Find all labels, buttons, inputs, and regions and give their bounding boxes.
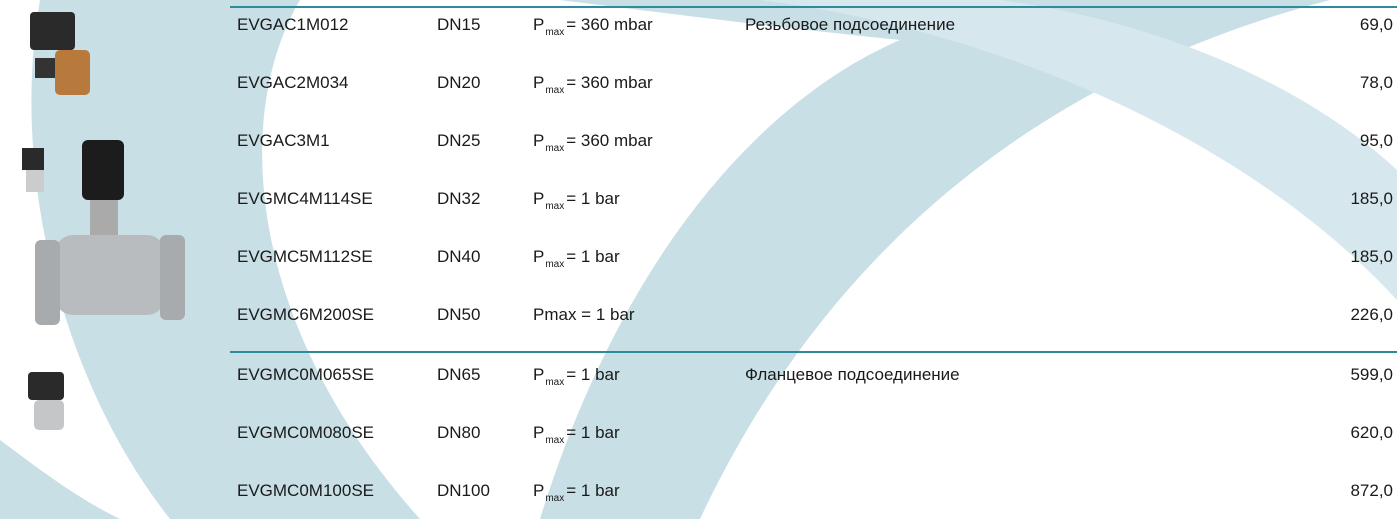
pressure-subscript: max (545, 435, 565, 446)
connection-type: Резьбовое подсоединение (745, 15, 956, 34)
pressure-symbol: P (533, 15, 545, 34)
divider (230, 351, 1397, 353)
pressure-symbol: P (533, 131, 545, 150)
pressure-subscript: max (545, 85, 565, 96)
valve-photo (30, 12, 90, 95)
price: 872,0 (1350, 481, 1393, 500)
price: 185,0 (1350, 247, 1393, 266)
pressure: Pmax = 1 bar (533, 423, 620, 446)
pressure-subscript: max (545, 259, 565, 270)
pressure-symbol: P (533, 423, 545, 442)
pressure-subscript: max (545, 493, 565, 504)
price: 226,0 (1350, 305, 1393, 324)
product-code: EVGMC4M114SE (237, 189, 373, 208)
pressure-symbol: P (533, 365, 545, 384)
price: 78,0 (1359, 73, 1393, 92)
pressure-symbol: P (533, 189, 545, 208)
divider (230, 6, 1397, 8)
product-code: EVGMC5M112SE (237, 247, 373, 266)
nominal-diameter: DN50 (437, 305, 481, 324)
nominal-diameter: DN80 (437, 423, 481, 442)
pressure-value: = 360 mbar (566, 131, 653, 150)
nominal-diameter: DN15 (437, 15, 481, 34)
connection-type: Фланцевое подсоединение (745, 365, 960, 384)
price: 620,0 (1350, 423, 1393, 442)
product-code: EVGAC3M1 (237, 131, 330, 150)
nominal-diameter: DN20 (437, 73, 481, 92)
product-code: EVGAC2M034 (237, 73, 349, 92)
pressure-value: = 1 bar (566, 365, 620, 384)
pressure: Pmax = 1 bar (533, 305, 635, 325)
product-code: EVGMC0M065SE (237, 365, 374, 384)
pressure: Pmax = 1 bar (533, 365, 620, 388)
pressure: Pmax = 360 mbar (533, 15, 653, 38)
pressure: Pmax = 360 mbar (533, 73, 653, 96)
pressure-value: = 1 bar (566, 481, 620, 500)
pressure: Pmax = 1 bar (533, 189, 620, 212)
nominal-diameter: DN100 (437, 481, 490, 500)
pressure-subscript: max (545, 143, 565, 154)
pressure-subscript: max (545, 27, 565, 38)
pressure-symbol: P (533, 73, 545, 92)
nominal-diameter: DN40 (437, 247, 481, 266)
product-code: EVGMC0M100SE (237, 481, 374, 500)
pressure: Pmax = 1 bar (533, 481, 620, 504)
price: 185,0 (1350, 189, 1393, 208)
nominal-diameter: DN65 (437, 365, 481, 384)
price: 69,0 (1359, 15, 1393, 34)
valve-photo (28, 372, 64, 430)
nominal-diameter: DN25 (437, 131, 481, 150)
pressure-subscript: max (545, 377, 565, 388)
valve-photo (22, 140, 185, 325)
pressure: Pmax = 1 bar (533, 247, 620, 270)
product-code: EVGAC1M012 (237, 15, 349, 34)
pressure-value: = 1 bar (566, 423, 620, 442)
product-code: EVGMC6M200SE (237, 305, 374, 324)
pressure-value: = 360 mbar (566, 15, 653, 34)
pressure-text: Pmax = 1 bar (533, 305, 635, 324)
pressure: Pmax = 360 mbar (533, 131, 653, 154)
price: 599,0 (1350, 365, 1393, 384)
product-code: EVGMC0M080SE (237, 423, 374, 442)
pressure-value: = 1 bar (566, 247, 620, 266)
price: 95,0 (1359, 131, 1393, 150)
pressure-value: = 1 bar (566, 189, 620, 208)
pressure-value: = 360 mbar (566, 73, 653, 92)
pressure-symbol: P (533, 481, 545, 500)
pressure-subscript: max (545, 201, 565, 212)
pressure-symbol: P (533, 247, 545, 266)
nominal-diameter: DN32 (437, 189, 481, 208)
